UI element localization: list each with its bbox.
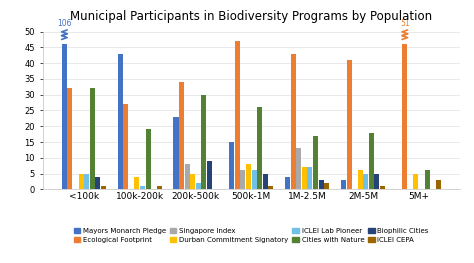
Bar	[135, 177, 139, 189]
Bar	[179, 82, 184, 189]
Bar	[380, 186, 385, 189]
Bar	[319, 180, 324, 189]
Bar	[185, 164, 190, 189]
Bar	[285, 177, 290, 189]
Bar	[123, 104, 128, 189]
Bar	[268, 186, 273, 189]
Bar	[363, 174, 368, 189]
Bar	[413, 174, 419, 189]
Bar	[425, 170, 429, 189]
Bar	[201, 95, 206, 189]
Bar	[313, 136, 318, 189]
Bar	[246, 164, 251, 189]
Bar	[95, 177, 100, 189]
Bar	[173, 117, 179, 189]
Bar	[263, 174, 268, 189]
Bar	[118, 54, 123, 189]
Bar	[358, 170, 363, 189]
Bar	[308, 167, 312, 189]
Bar	[374, 174, 379, 189]
Bar	[140, 186, 145, 189]
Bar	[157, 186, 162, 189]
Bar	[252, 170, 256, 189]
Title: Municipal Participants in Biodiversity Programs by Population: Municipal Participants in Biodiversity P…	[70, 11, 432, 23]
Bar	[346, 60, 352, 189]
Bar	[369, 133, 374, 189]
Bar	[84, 174, 89, 189]
Bar	[240, 170, 246, 189]
Bar	[229, 142, 234, 189]
Bar	[196, 183, 201, 189]
Bar	[257, 107, 262, 189]
Bar	[207, 161, 212, 189]
Bar	[302, 167, 307, 189]
Bar	[341, 180, 346, 189]
Bar	[402, 44, 407, 189]
Bar	[296, 148, 301, 189]
Bar	[101, 186, 106, 189]
Bar	[436, 180, 441, 189]
Bar	[291, 54, 296, 189]
Bar	[79, 174, 83, 189]
Text: 51: 51	[400, 19, 410, 28]
Bar	[67, 88, 73, 189]
Bar	[90, 88, 95, 189]
Text: 106: 106	[57, 19, 72, 28]
Bar	[190, 174, 195, 189]
Bar	[235, 41, 240, 189]
Legend: Mayors Monarch Pledge, Ecological Footprint, Singapore Index, Durban Commitment : Mayors Monarch Pledge, Ecological Footpr…	[74, 227, 428, 243]
Bar	[62, 44, 67, 189]
Bar	[146, 129, 151, 189]
Bar	[324, 183, 329, 189]
